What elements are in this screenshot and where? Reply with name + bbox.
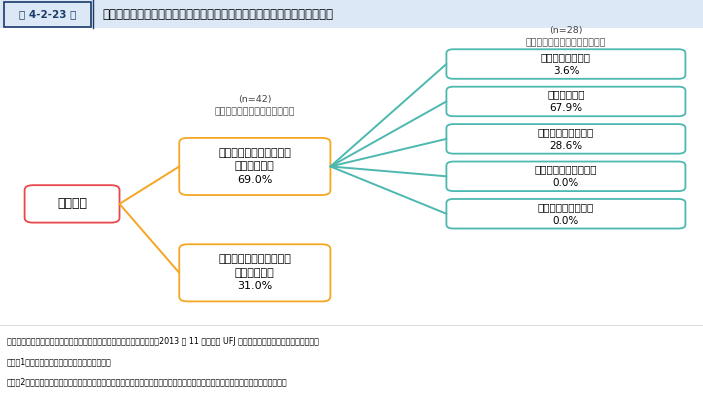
Text: どちらとも言えない
28.6%: どちらとも言えない 28.6%: [538, 127, 594, 151]
FancyBboxPatch shape: [4, 2, 91, 27]
FancyBboxPatch shape: [0, 0, 703, 28]
Text: (n=28)
中小企業・小規模事業者施策を: (n=28) 中小企業・小規模事業者施策を: [526, 26, 606, 47]
FancyBboxPatch shape: [446, 124, 685, 154]
FancyBboxPatch shape: [179, 244, 330, 301]
FancyBboxPatch shape: [25, 185, 120, 223]
Text: あまり評価していない
0.0%: あまり評価していない 0.0%: [535, 165, 597, 188]
Text: 評価している
67.9%: 評価している 67.9%: [547, 90, 585, 113]
Text: 他の自治体の中小企業・小規模事業者施策の活用状況、評価（都道府県）: 他の自治体の中小企業・小規模事業者施策の活用状況、評価（都道府県）: [102, 8, 333, 21]
Text: 都道府県: 都道府県: [57, 197, 87, 210]
Text: 施策の立案時に参考にし
たことがある
69.0%: 施策の立案時に参考にし たことがある 69.0%: [219, 148, 291, 185]
FancyBboxPatch shape: [446, 49, 685, 79]
FancyBboxPatch shape: [446, 199, 685, 229]
FancyBboxPatch shape: [179, 138, 330, 195]
Text: 施策の立案時に参考にし
たことがない
31.0%: 施策の立案時に参考にし たことがない 31.0%: [219, 254, 291, 292]
FancyBboxPatch shape: [446, 87, 685, 116]
Text: 高く評価している
3.6%: 高く評価している 3.6%: [541, 52, 591, 76]
FancyBboxPatch shape: [446, 162, 685, 191]
Text: 2．他の自治体とは、市区町村の場合は、市区町村が所属する都道府県、都道府県の場合は、都道府県内の市区町村を指す。: 2．他の自治体とは、市区町村の場合は、市区町村が所属する都道府県、都道府県の場合…: [7, 378, 288, 387]
Text: 全く評価していない
0.0%: 全く評価していない 0.0%: [538, 202, 594, 225]
Text: 資料：中小企業庁委託「自治体の中小企業支援の実態に関する調査」（2013 年 11 月、三菱 UFJ リサーチ＆コンサルティング（株））: 資料：中小企業庁委託「自治体の中小企業支援の実態に関する調査」（2013 年 1…: [7, 337, 319, 346]
Text: （注）1．市区町村には、政令指定都市を含む。: （注）1．市区町村には、政令指定都市を含む。: [7, 357, 112, 366]
Text: (n=42)
中小企業・小規模事業者施策を: (n=42) 中小企業・小規模事業者施策を: [214, 95, 295, 116]
Text: 第 4-2-23 図: 第 4-2-23 図: [19, 9, 76, 20]
